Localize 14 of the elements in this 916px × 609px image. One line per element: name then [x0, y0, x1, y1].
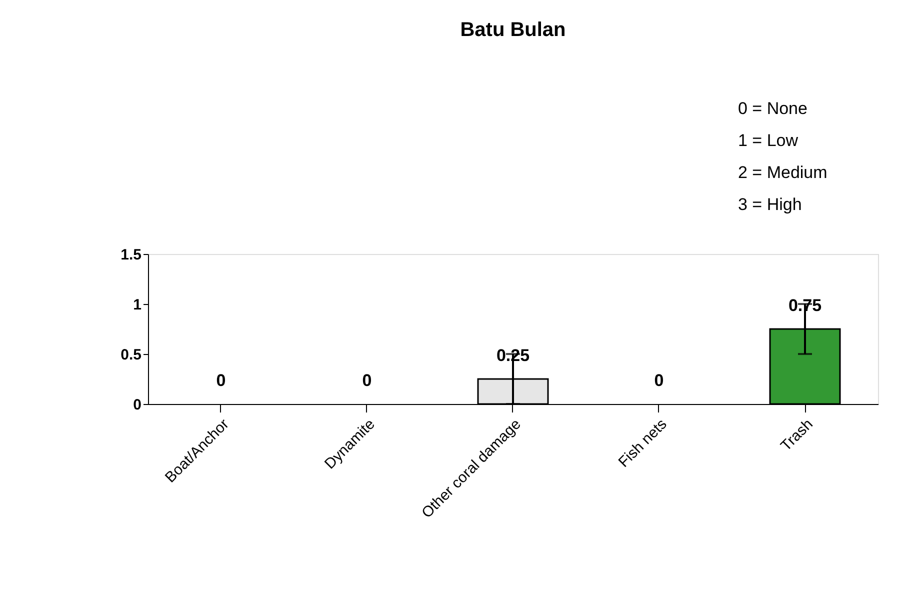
text: 0 = None [738, 99, 808, 118]
y-tick-label: 1 [133, 296, 142, 314]
data-label: 0 [654, 371, 664, 390]
chart-title: Batu Bulan [460, 19, 566, 41]
data-label: 0 [362, 371, 372, 390]
text: 3 = High [738, 195, 802, 214]
data-label: 0.75 [788, 296, 822, 315]
data-label: 0 [216, 371, 226, 390]
y-tick-label: 1.5 [120, 246, 142, 264]
text: 2 = Medium [738, 163, 828, 182]
x-tick-label: Fish nets [615, 416, 670, 471]
y-tick-label: 0.5 [120, 346, 142, 364]
text: 1 = Low [738, 131, 799, 150]
y-tick-label: 0 [133, 396, 142, 414]
